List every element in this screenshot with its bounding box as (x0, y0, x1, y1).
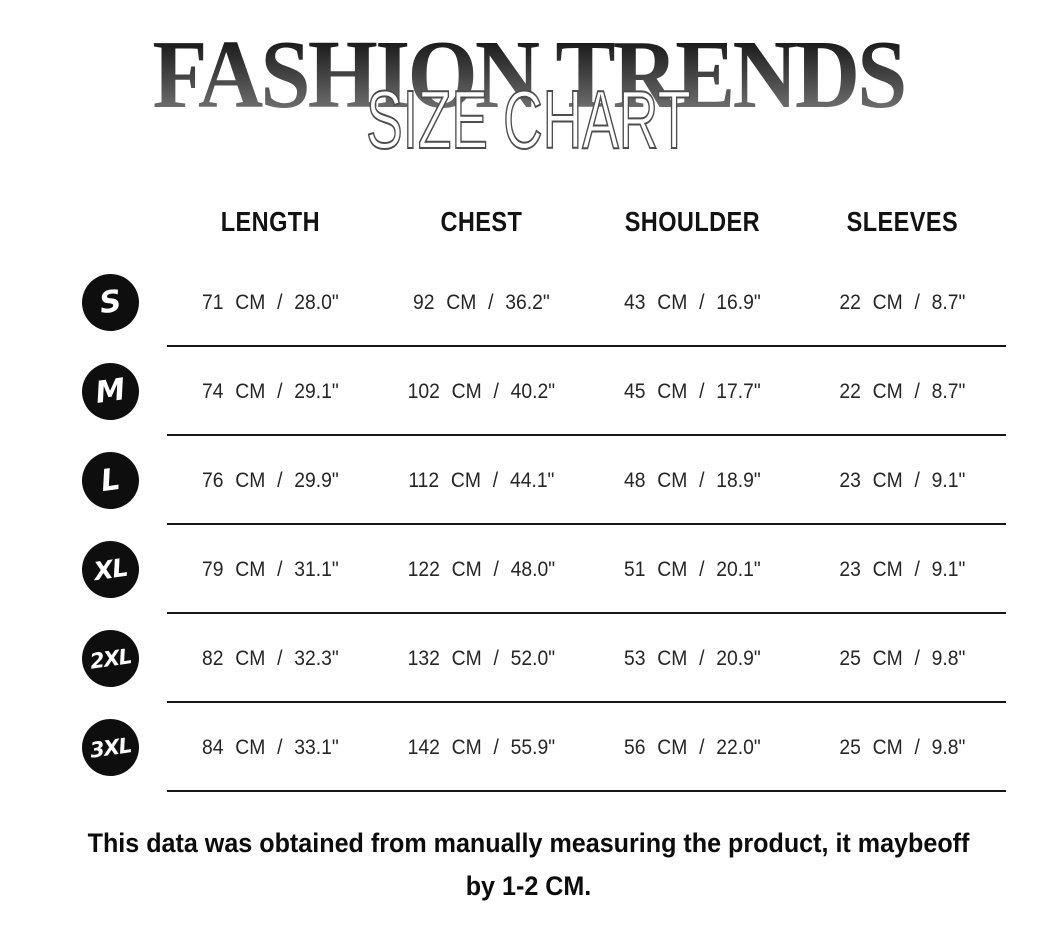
size-badge-cell: S (55, 270, 165, 335)
disclaimer-line-2: by 1-2 CM. (465, 871, 592, 902)
table-row-3xl: 3XL 84 CM / 33.1" 142 CM / 55.9" 56 CM /… (55, 703, 1008, 792)
chest-cell: 122 CM / 48.0" (407, 557, 555, 581)
shoulder-cell: 48 CM / 18.9" (623, 468, 761, 492)
length-cell: 84 CM / 33.1" (201, 735, 339, 759)
column-header-shoulder: SHOULDER (624, 206, 760, 237)
disclaimer-line-1: This data was obtained from manually mea… (87, 828, 970, 858)
length-cell: 74 CM / 29.1" (201, 379, 339, 403)
table-row-2xl: 2XL 82 CM / 32.3" 132 CM / 52.0" 53 CM /… (55, 614, 1008, 703)
shoulder-cell: 53 CM / 20.9" (623, 646, 761, 670)
shoulder-cell: 43 CM / 16.9" (623, 290, 761, 314)
table-row-l: L 76 CM / 29.9" 112 CM / 44.1" 48 CM / 1… (55, 436, 1008, 525)
sleeves-cell: 25 CM / 9.8" (839, 735, 966, 759)
length-cell: 79 CM / 31.1" (201, 557, 339, 581)
size-badge-l: L (77, 448, 143, 513)
chest-cell: 102 CM / 40.2" (407, 379, 555, 403)
sleeves-cell: 23 CM / 9.1" (839, 468, 966, 492)
overlay-title: SIZE CHART (366, 73, 692, 166)
chest-cell: 132 CM / 52.0" (407, 646, 555, 670)
size-badge-cell: M (55, 359, 165, 424)
sleeves-cell: 25 CM / 9.8" (839, 646, 966, 670)
table-row-m: M 74 CM / 29.1" 102 CM / 40.2" 45 CM / 1… (55, 347, 1008, 436)
size-badge-xl: XL (77, 537, 143, 602)
length-cell: 71 CM / 28.0" (201, 290, 339, 314)
sleeves-cell: 22 CM / 8.7" (839, 290, 966, 314)
measurement-disclaimer: This data was obtained from manually mea… (0, 822, 1057, 908)
column-header-sleeves: SLEEVES (846, 206, 959, 237)
shoulder-cell: 51 CM / 20.1" (623, 557, 761, 581)
column-header-length: LENGTH (220, 206, 320, 237)
size-badge-cell: 2XL (55, 626, 165, 691)
size-badge-cell: L (55, 448, 165, 513)
shoulder-cell: 56 CM / 22.0" (623, 735, 761, 759)
size-table: LENGTH CHEST SHOULDER SLEEVES S 71 CM / … (55, 186, 1008, 792)
shoulder-cell: 45 CM / 17.7" (623, 379, 761, 403)
sleeves-cell: 22 CM / 8.7" (839, 379, 966, 403)
table-header-row: LENGTH CHEST SHOULDER SLEEVES (55, 186, 1008, 258)
sleeves-cell: 23 CM / 9.1" (839, 557, 966, 581)
size-badge-cell: 3XL (55, 715, 165, 780)
length-cell: 76 CM / 29.9" (201, 468, 339, 492)
length-cell: 82 CM / 32.3" (201, 646, 339, 670)
size-badge-s: S (77, 270, 143, 335)
size-badge-cell: XL (55, 537, 165, 602)
chest-cell: 112 CM / 44.1" (408, 468, 555, 492)
chest-cell: 142 CM / 55.9" (407, 735, 555, 759)
column-header-chest: CHEST (440, 206, 523, 237)
size-badge-3xl: 3XL (77, 715, 143, 780)
table-row-s: S 71 CM / 28.0" 92 CM / 36.2" 43 CM / 16… (55, 258, 1008, 347)
chest-cell: 92 CM / 36.2" (412, 290, 550, 314)
brand-title: FASHION TRENDS (37, 26, 1020, 123)
size-badge-2xl: 2XL (77, 626, 143, 691)
table-row-xl: XL 79 CM / 31.1" 122 CM / 48.0" 51 CM / … (55, 525, 1008, 614)
size-badge-m: M (77, 359, 143, 424)
